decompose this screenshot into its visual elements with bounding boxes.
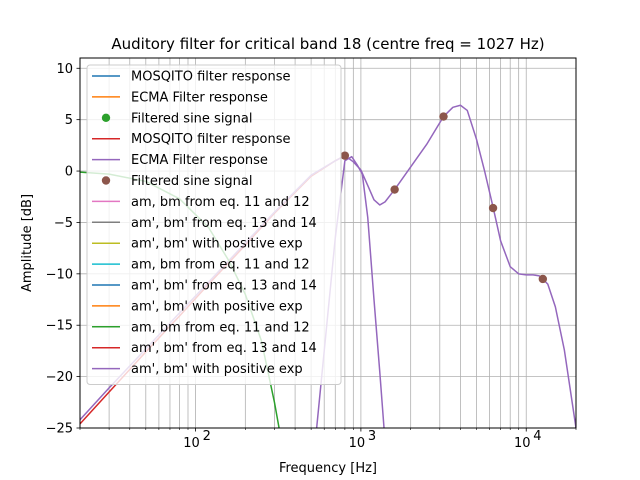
x-tick-label-exponent: 4 [533, 429, 541, 444]
x-axis-label: Frequency [Hz] [279, 461, 377, 476]
legend-item: Filtered sine signal [101, 174, 253, 189]
y-tick-label: −5 [54, 216, 73, 231]
y-tick-label: 0 [65, 165, 73, 180]
legend-label: am', bm' from eq. 13 and 14 [131, 216, 317, 231]
legend-box [86, 64, 342, 385]
y-tick-label: −15 [46, 319, 73, 334]
y-tick-label: −10 [46, 267, 73, 282]
plot-frame [79, 57, 577, 429]
y-tick-label: −20 [46, 370, 73, 385]
y-tick-label: −25 [46, 422, 73, 437]
legend-item: am', bm' with positive exp [92, 237, 303, 252]
legend-label: ECMA Filter response [131, 153, 268, 168]
chart-title: Auditory filter for critical band 18 (ce… [111, 35, 544, 53]
x-tick-label-base: 10 [183, 436, 200, 451]
x-tick-label-base: 10 [349, 436, 366, 451]
legend-item: am, bm from eq. 11 and 12 [92, 258, 310, 273]
legend-item: am', bm' from eq. 13 and 14 [92, 216, 317, 231]
legend-item: MOSQITO filter response [92, 70, 291, 85]
markers [340, 112, 548, 284]
legend-label: MOSQITO filter response [131, 70, 291, 85]
legend-item: Filtered sine signal [101, 111, 253, 126]
x-tick-label: 10 2 [183, 429, 211, 451]
data-point-marker [538, 274, 548, 284]
legend-item: am', bm' with positive exp [92, 299, 303, 314]
data-point-marker [390, 185, 399, 194]
legend-item: ECMA Filter response [92, 90, 268, 105]
legend-label: am, bm from eq. 11 and 12 [131, 258, 310, 273]
x-tick-label-exponent: 3 [368, 429, 376, 444]
data-point-marker [340, 151, 350, 160]
legend-marker [101, 113, 111, 123]
legend-label: Filtered sine signal [131, 111, 253, 126]
x-tick-label-exponent: 2 [203, 429, 211, 444]
legend-label: am', bm' from eq. 13 and 14 [131, 279, 317, 294]
legend-label: MOSQITO filter response [131, 132, 291, 147]
legend-label: am', bm' with positive exp [131, 237, 303, 252]
y-axis-label: Amplitude [dB] [20, 194, 35, 292]
legend-label: Filtered sine signal [131, 174, 253, 189]
legend-label: ECMA Filter response [131, 90, 268, 105]
legend-marker [101, 176, 111, 185]
legend-item: MOSQITO filter response [92, 132, 291, 147]
x-tick-label: 10 4 [514, 429, 542, 451]
legend-item: am, bm from eq. 11 and 12 [92, 195, 310, 210]
legend-item: am', bm' with positive exp [92, 362, 303, 377]
x-tick-label-base: 10 [514, 436, 531, 451]
legend-label: am', bm' with positive exp [131, 362, 303, 377]
legend-label: am', bm' from eq. 13 and 14 [131, 341, 317, 356]
data-point-marker [439, 112, 448, 121]
data-point-marker [488, 203, 498, 213]
x-tick-label: 10 3 [349, 429, 377, 451]
legend-item: am', bm' from eq. 13 and 14 [92, 341, 317, 356]
legend-item: ECMA Filter response [92, 153, 268, 168]
legend-item: am, bm from eq. 11 and 12 [92, 320, 310, 335]
y-tick-label: 5 [65, 113, 73, 128]
legend-label: am, bm from eq. 11 and 12 [131, 195, 310, 210]
legend-label: am, bm from eq. 11 and 12 [131, 320, 310, 335]
y-tick-label: 10 [56, 62, 73, 77]
legend-item: am', bm' from eq. 13 and 14 [92, 279, 317, 294]
legend: MOSQITO filter response ECMA Filter respo… [86, 64, 342, 385]
legend-label: am', bm' with positive exp [131, 299, 303, 314]
